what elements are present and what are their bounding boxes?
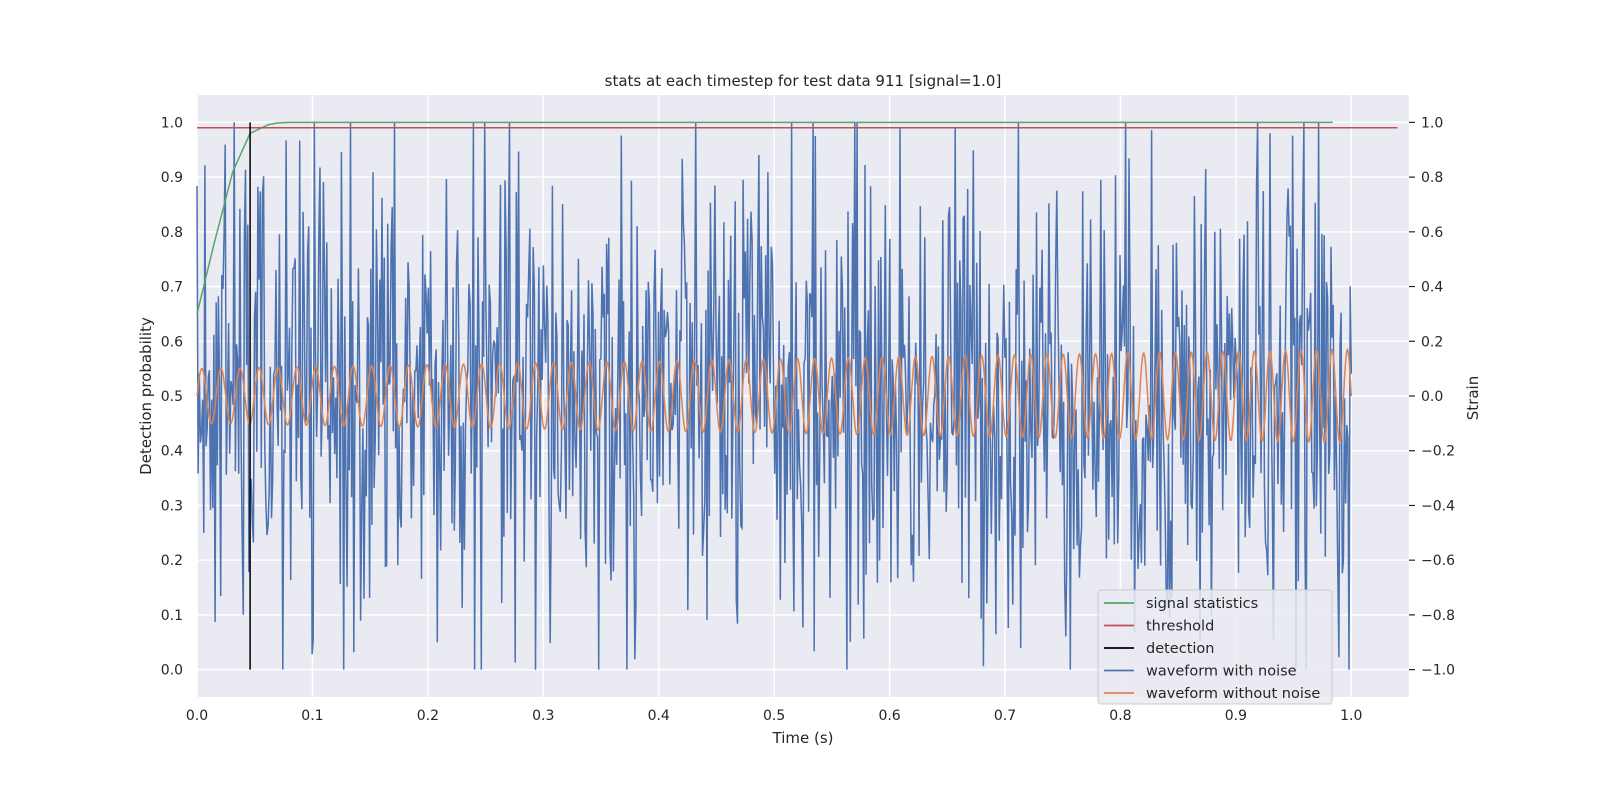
series-layer (196, 121, 1398, 670)
x-axis-label: Time (s) (772, 729, 834, 747)
y2-tick-label: −0.2 (1421, 444, 1455, 460)
y-axis-label: Detection probability (137, 317, 155, 475)
x-tick-label: 0.5 (763, 708, 785, 724)
y-tick-label: 0.7 (161, 280, 183, 296)
y-tick-label: 0.0 (161, 663, 183, 679)
x-tick-label: 0.9 (1225, 708, 1247, 724)
y-tick-label: 0.3 (161, 498, 183, 514)
legend-label: threshold (1146, 619, 1214, 635)
y-axis-ticks: 0.0 0.1 0.2 0.3 0.4 0.5 0.6 0.7 0.8 0.9 1.0 (161, 115, 183, 678)
x-tick-label: 0.3 (532, 708, 554, 724)
y2-tick-label: 0.4 (1421, 280, 1443, 296)
y-tick-label: 0.6 (161, 334, 183, 350)
y-tick-label: 0.5 (161, 389, 183, 405)
x-tick-label: 0.2 (417, 708, 439, 724)
y2-axis-ticks: −1.0 −0.8 −0.6 −0.4 −0.2 0.0 0.2 0.4 0.6 0.8 1.0 (1409, 115, 1455, 679)
x-tick-label: 0.4 (648, 708, 670, 724)
x-tick-label: 0.6 (878, 708, 900, 724)
y2-tick-label: −0.4 (1421, 498, 1455, 514)
x-tick-label: 0.8 (1109, 708, 1131, 724)
y-tick-label: 0.8 (161, 225, 183, 241)
x-tick-label: 0.0 (186, 708, 208, 724)
y2-tick-label: 0.6 (1421, 225, 1443, 241)
legend-label: detection (1146, 641, 1214, 657)
legend-label: waveform without noise (1146, 686, 1320, 702)
y2-tick-label: −0.6 (1421, 553, 1455, 569)
y-tick-label: 0.2 (161, 553, 183, 569)
y-tick-label: 0.4 (161, 444, 183, 460)
chart-title: stats at each timestep for test data 911… (605, 72, 1002, 90)
y2-tick-label: −0.8 (1421, 608, 1455, 624)
series-signal-statistics (196, 121, 1333, 315)
legend: signal statistics threshold detection wavef… (1097, 589, 1333, 705)
y2-tick-label: −1.0 (1421, 663, 1455, 679)
y2-tick-label: 1.0 (1421, 115, 1443, 131)
y2-tick-label: 0.2 (1421, 334, 1443, 350)
y2-tick-label: 0.8 (1421, 170, 1443, 186)
series-waveform-without-noise (196, 347, 1353, 444)
x-axis-ticks: 0.0 0.1 0.2 0.3 0.4 0.5 0.6 0.7 0.8 0.9 1.0 (186, 708, 1363, 724)
legend-label: waveform with noise (1146, 664, 1297, 680)
y2-tick-label: 0.0 (1421, 389, 1443, 405)
legend-box (1097, 589, 1333, 705)
y2-axis-label: Strain (1464, 376, 1482, 420)
x-tick-label: 0.1 (301, 708, 323, 724)
legend-label: signal statistics (1146, 596, 1258, 612)
y-tick-label: 0.9 (161, 170, 183, 186)
y-tick-label: 0.1 (161, 608, 183, 624)
x-tick-label: 0.7 (994, 708, 1016, 724)
x-tick-label: 1.0 (1340, 708, 1362, 724)
y-tick-label: 1.0 (161, 115, 183, 131)
